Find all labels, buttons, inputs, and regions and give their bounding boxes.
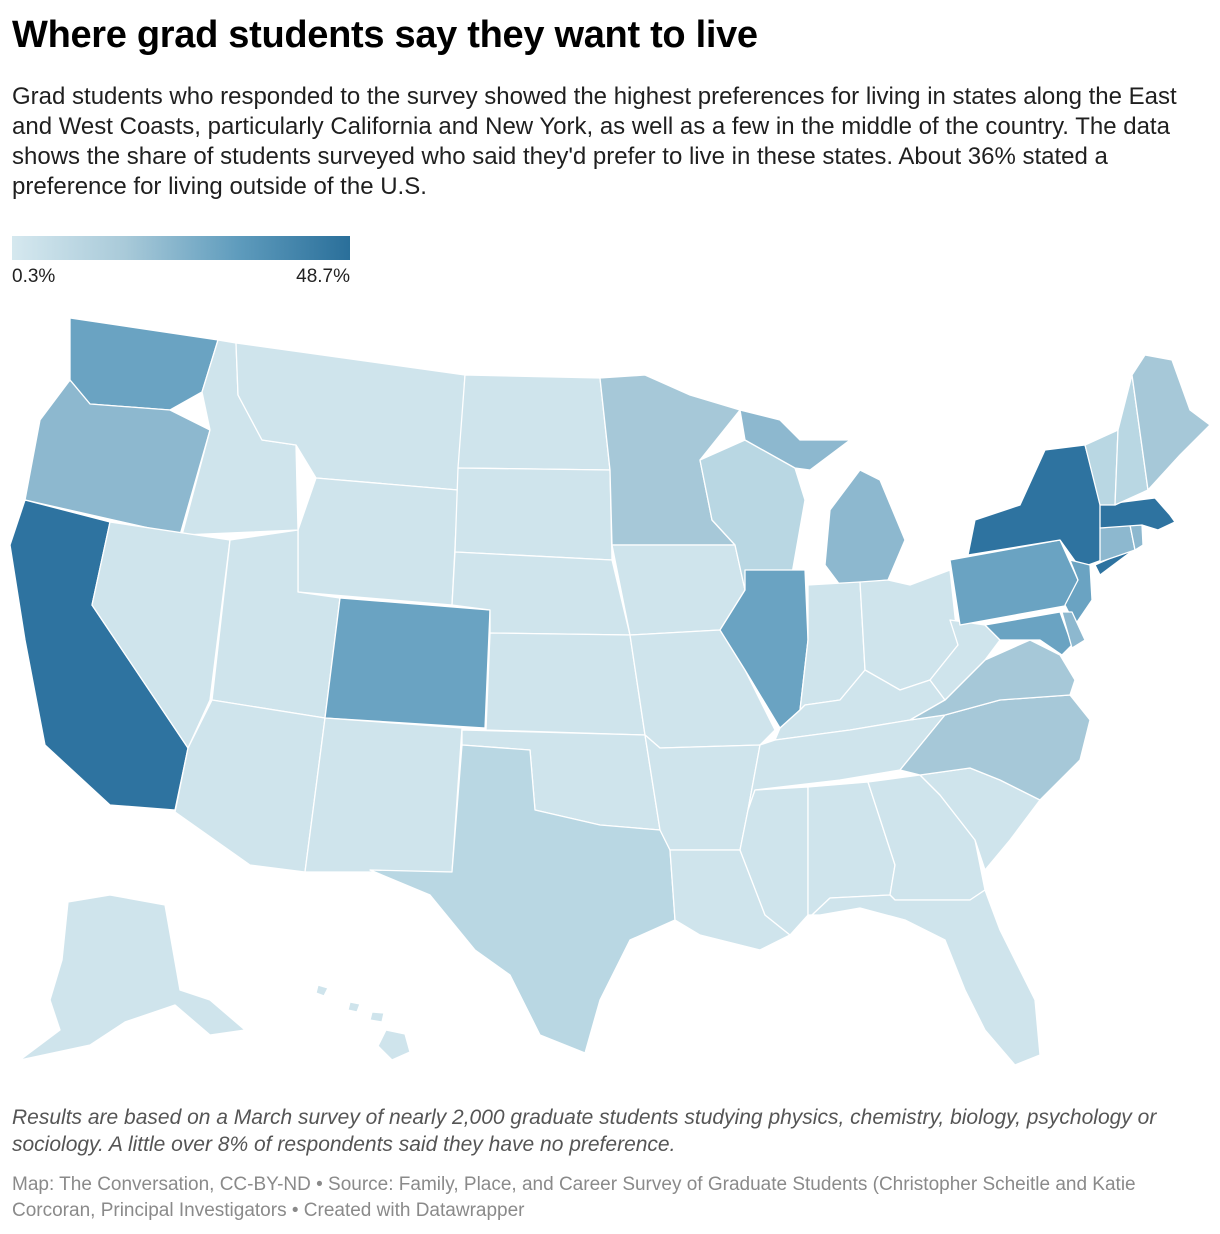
legend-gradient-bar	[12, 236, 350, 260]
chart-subtitle: Grad students who responded to the surve…	[12, 83, 1177, 200]
state-maryland[interactable]	[984, 611, 1073, 656]
state-delaware[interactable]	[1061, 611, 1086, 649]
state-oregon[interactable]	[24, 379, 211, 536]
state-nevada[interactable]	[91, 521, 231, 749]
color-legend: 0.3% 48.7%	[12, 236, 350, 288]
state-texas[interactable]	[369, 744, 676, 1054]
chart-source: Map: The Conversation, CC-BY-ND • Source…	[12, 1174, 1136, 1221]
state-maine[interactable]	[1131, 354, 1211, 491]
state-connecticut[interactable]	[1099, 524, 1136, 563]
state-wyoming[interactable]	[297, 477, 459, 606]
chart-title: Where grad students say they want to liv…	[12, 14, 758, 56]
state-south-dakota[interactable]	[454, 467, 613, 561]
state-michigan[interactable]	[739, 409, 906, 586]
chart-notes: Results are based on a March survey of n…	[12, 1106, 1157, 1156]
state-massachusetts[interactable]	[1099, 497, 1176, 531]
state-washington[interactable]	[69, 317, 219, 411]
state-kansas[interactable]	[485, 632, 646, 736]
state-colorado[interactable]	[324, 597, 491, 729]
state-new-mexico[interactable]	[304, 717, 463, 873]
state-alaska[interactable]	[19, 894, 246, 1061]
legend-min-label: 0.3%	[12, 266, 56, 287]
legend-max-label: 48.7%	[296, 266, 350, 287]
state-florida[interactable]	[811, 889, 1041, 1066]
state-north-dakota[interactable]	[457, 374, 611, 471]
state-arkansas[interactable]	[644, 734, 761, 851]
state-hawaii[interactable]	[315, 984, 411, 1061]
state-mississippi[interactable]	[739, 786, 809, 936]
us-choropleth-map	[9, 317, 1211, 1066]
